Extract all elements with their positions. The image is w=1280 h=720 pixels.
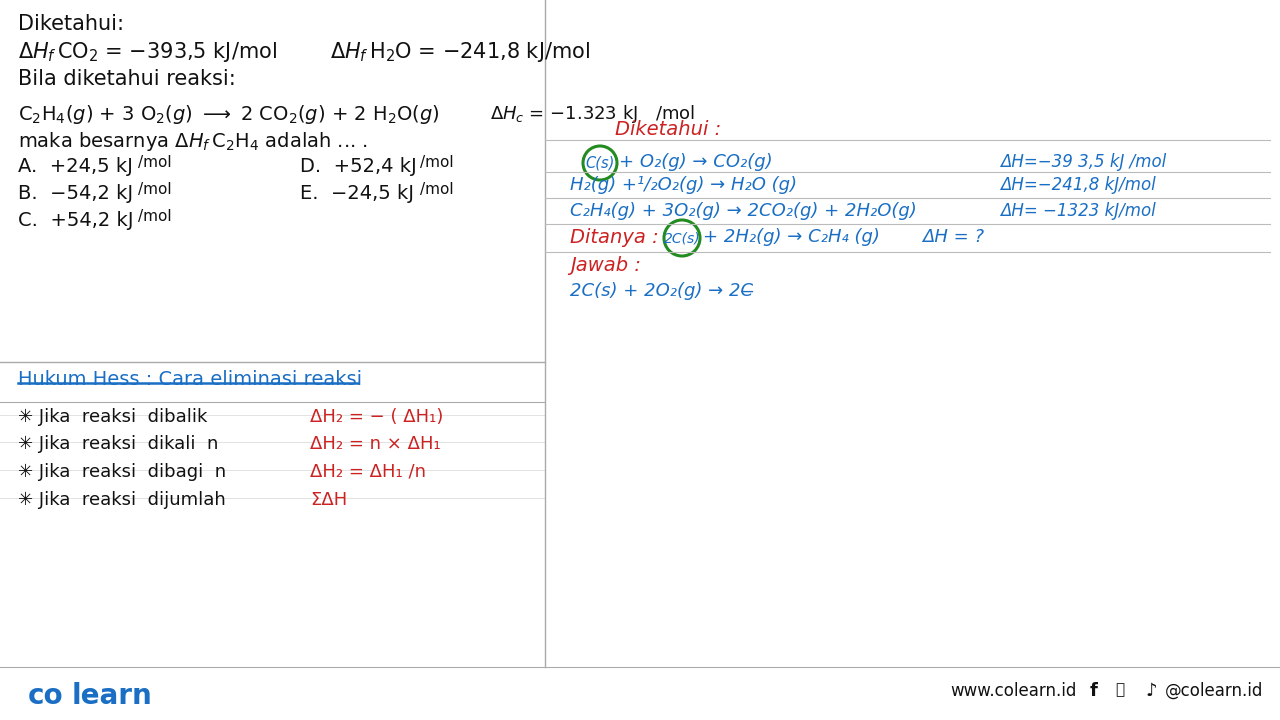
Text: ΔH=−39 3,5 kJ /mol: ΔH=−39 3,5 kJ /mol <box>1000 153 1166 171</box>
Text: $\Delta H_c$ = −1.323 kJ   /mol: $\Delta H_c$ = −1.323 kJ /mol <box>490 103 695 125</box>
Text: /mol: /mol <box>420 182 453 197</box>
Text: E.  −24,5 kJ: E. −24,5 kJ <box>300 184 413 203</box>
Text: C₂H₄(g) + 3O₂(g) → 2CO₂(g) + 2H₂O(g): C₂H₄(g) + 3O₂(g) → 2CO₂(g) + 2H₂O(g) <box>570 202 916 220</box>
Text: ✳ Jika  reaksi  dijumlah: ✳ Jika reaksi dijumlah <box>18 491 225 509</box>
Text: 📷: 📷 <box>1115 682 1124 697</box>
Text: ΔH=−241,8 kJ/mol: ΔH=−241,8 kJ/mol <box>1000 176 1156 194</box>
Text: 2C(s): 2C(s) <box>664 231 700 245</box>
Text: $\Delta H_f\,\mathrm{CO_2}$ = −393,5 kJ/mol: $\Delta H_f\,\mathrm{CO_2}$ = −393,5 kJ/… <box>18 40 278 64</box>
Text: ΔH= −1323 kJ/mol: ΔH= −1323 kJ/mol <box>1000 202 1156 220</box>
Text: /mol: /mol <box>138 155 172 170</box>
Text: $\mathrm{C_2H_4}(g)$ + 3 $\mathrm{O_2}(g)$ $\longrightarrow$ 2 $\mathrm{CO_2}(g): $\mathrm{C_2H_4}(g)$ + 3 $\mathrm{O_2}(g… <box>18 103 440 126</box>
Text: + 2H₂(g) → C₂H₄ (g): + 2H₂(g) → C₂H₄ (g) <box>703 228 879 246</box>
Text: ✳ Jika  reaksi  dibagi  n: ✳ Jika reaksi dibagi n <box>18 463 227 481</box>
Text: @colearn.id: @colearn.id <box>1165 682 1263 700</box>
Text: Bila diketahui reaksi:: Bila diketahui reaksi: <box>18 69 236 89</box>
Text: ΔH₂ = n × ΔH₁: ΔH₂ = n × ΔH₁ <box>310 435 440 453</box>
Text: ΔH₂ = − ( ΔH₁): ΔH₂ = − ( ΔH₁) <box>310 408 443 426</box>
Text: ΣΔH: ΣΔH <box>310 491 347 509</box>
Text: ♪: ♪ <box>1146 682 1157 700</box>
Text: ✳ Jika  reaksi  dikali  n: ✳ Jika reaksi dikali n <box>18 435 219 453</box>
Text: 2C(s) + 2O₂(g) → 2C̶: 2C(s) + 2O₂(g) → 2C̶ <box>570 282 753 300</box>
Text: + O₂(g) → CO₂(g): + O₂(g) → CO₂(g) <box>620 153 773 171</box>
Text: C.  +54,2 kJ: C. +54,2 kJ <box>18 211 133 230</box>
Text: Jawab :: Jawab : <box>570 256 641 275</box>
Text: ΔH₂ = ΔH₁ /n: ΔH₂ = ΔH₁ /n <box>310 463 426 481</box>
Text: C(s): C(s) <box>585 156 614 171</box>
Text: Diketahui :: Diketahui : <box>614 120 721 139</box>
Text: B.  −54,2 kJ: B. −54,2 kJ <box>18 184 133 203</box>
Text: ΔH = ?: ΔH = ? <box>922 228 984 246</box>
Text: learn: learn <box>72 682 152 710</box>
Text: H₂(g) +¹/₂O₂(g) → H₂O (g): H₂(g) +¹/₂O₂(g) → H₂O (g) <box>570 176 797 194</box>
Text: ✳ Jika  reaksi  dibalik: ✳ Jika reaksi dibalik <box>18 408 207 426</box>
Text: Ditanya :: Ditanya : <box>570 228 659 247</box>
Text: Hukum Hess : Cara eliminasi reaksi: Hukum Hess : Cara eliminasi reaksi <box>18 370 362 389</box>
Text: A.  +24,5 kJ: A. +24,5 kJ <box>18 157 133 176</box>
Text: co: co <box>28 682 64 710</box>
Text: maka besarnya $\Delta H_f\,\mathrm{C_2H_4}$ adalah ... .: maka besarnya $\Delta H_f\,\mathrm{C_2H_… <box>18 130 367 153</box>
Text: /mol: /mol <box>420 155 453 170</box>
Text: $\Delta H_f\,\mathrm{H_2O}$ = −241,8 kJ/mol: $\Delta H_f\,\mathrm{H_2O}$ = −241,8 kJ/… <box>330 40 590 64</box>
Text: /mol: /mol <box>138 182 172 197</box>
Text: f: f <box>1091 682 1098 700</box>
Text: /mol: /mol <box>138 209 172 224</box>
Text: Diketahui:: Diketahui: <box>18 14 124 34</box>
Text: www.colearn.id: www.colearn.id <box>950 682 1076 700</box>
Text: D.  +52,4 kJ: D. +52,4 kJ <box>300 157 417 176</box>
